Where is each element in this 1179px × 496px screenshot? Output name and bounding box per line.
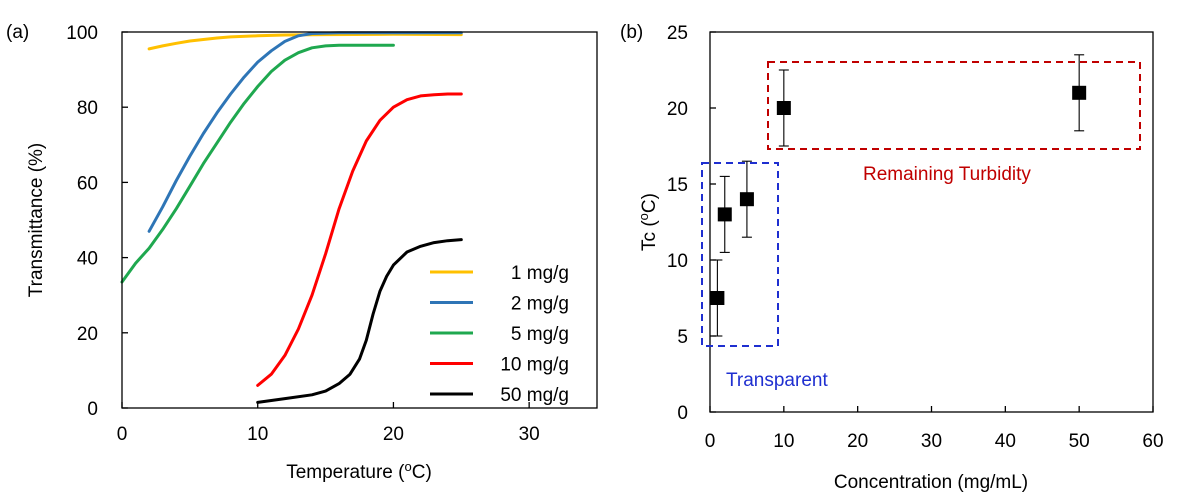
transparent-region-box	[701, 162, 779, 347]
panel-a-y-tick-label: 0	[87, 399, 98, 420]
panel-a-x-tick-label: 10	[247, 424, 268, 445]
marker-square	[739, 192, 754, 207]
panel-b-plot-frame	[709, 31, 1154, 413]
legend-label-2: 2 mg/g	[511, 294, 569, 315]
panel-a-plot-frame	[121, 31, 598, 409]
marker-square	[710, 291, 725, 305]
panel-b-y-tick-label: 25	[667, 23, 688, 44]
panel-b-x-tick-label: 50	[1069, 431, 1090, 452]
panel-a-y-tick-label: 20	[77, 324, 98, 345]
panel-a-x-axis-label: Temperature (oC)	[286, 459, 432, 483]
panel-a-label: (a)	[6, 22, 29, 43]
panel-a: (a) 0 10 20 30 0 20 40 60 80 100 1 mg/g 2 mg/g 5 mg…	[6, 22, 598, 483]
panel-b-x-tick-label: 0	[705, 431, 716, 452]
panel-a-y-axis-label: Transmittance (%)	[26, 143, 47, 298]
transparent-annotation: Transparent	[726, 370, 828, 391]
panel-b-ticks: 0 10 20 30 40 50 60 0 5 10 15 20 25	[667, 23, 1164, 452]
marker-square	[776, 101, 791, 115]
panel-a-series-lines	[120, 31, 463, 404]
legend-label-1: 1 mg/g	[511, 263, 569, 284]
panel-b-y-tick-label: 15	[667, 175, 688, 196]
panel-b-y-tick-label: 20	[667, 99, 688, 120]
panel-a-x-tick-label: 0	[117, 424, 128, 445]
turbidity-region-box	[767, 61, 1141, 150]
panel-b-x-tick-label: 20	[847, 431, 868, 452]
panel-b-x-axis-label: Concentration (mg/mL)	[834, 472, 1028, 493]
panel-a-x-tick-label: 20	[383, 424, 404, 445]
panel-b-x-tick-label: 30	[921, 431, 942, 452]
legend-label-3: 5 mg/g	[511, 324, 569, 345]
panel-b-x-tick-label: 10	[773, 431, 794, 452]
data-point-4	[776, 69, 791, 147]
panel-b-x-tick-label: 40	[995, 431, 1016, 452]
series-line-2	[147, 31, 463, 233]
panel-b-y-tick-label: 10	[667, 251, 688, 272]
panel-a-y-tick-label: 60	[77, 173, 98, 194]
data-point-2	[717, 175, 732, 253]
data-point-5	[1072, 54, 1087, 132]
data-point-1	[710, 259, 725, 337]
panel-a-ticks: 0 10 20 30 0 20 40 60 80 100	[66, 23, 539, 445]
marker-square	[1072, 85, 1087, 100]
panel-b-y-tick-label: 0	[677, 403, 688, 424]
data-point-3	[739, 160, 754, 238]
panel-b-x-tick-label: 60	[1142, 431, 1163, 452]
turbidity-annotation: Remaining Turbidity	[863, 164, 1031, 185]
panel-a-y-tick-label: 100	[66, 23, 98, 44]
marker-square	[717, 207, 732, 222]
series-line-4	[256, 92, 463, 387]
panel-b-y-axis-label: Tc (oC)	[636, 193, 660, 251]
series-line-5	[256, 238, 463, 404]
series-line-1	[147, 32, 463, 51]
legend-label-5: 50 mg/g	[500, 385, 569, 406]
panel-b-label: (b)	[620, 22, 643, 43]
legend-label-4: 10 mg/g	[500, 355, 569, 376]
panel-a-y-tick-label: 40	[77, 249, 98, 270]
panel-a-x-tick-label: 30	[519, 424, 540, 445]
panel-a-legend: 1 mg/g 2 mg/g 5 mg/g 10 mg/g 50 mg/g	[430, 263, 569, 406]
panel-b-y-tick-label: 5	[677, 327, 688, 348]
series-line-3	[120, 43, 395, 284]
panel-a-y-tick-label: 80	[77, 98, 98, 119]
panel-b-data-points	[710, 54, 1087, 337]
